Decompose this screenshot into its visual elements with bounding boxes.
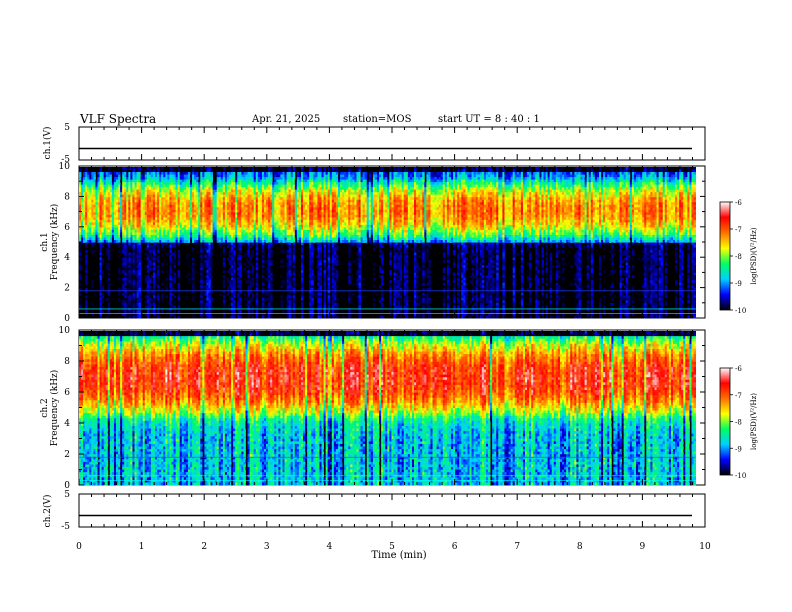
ch2-voltage-ytick-top: 5 xyxy=(64,490,70,500)
ch1-voltage-panel: 5 -5 ch.1(V) xyxy=(42,123,705,165)
frequency-tick-label: 4 xyxy=(64,419,70,429)
colorbar-tick-label: -10 xyxy=(735,307,746,315)
time-tick-label: 3 xyxy=(264,542,270,552)
colorbar-tick-label: -7 xyxy=(735,226,742,234)
colorbar-scale xyxy=(720,202,730,310)
ch1-colorbar: -6 -7 -8 -9 -10 log(PSD)(V²/Hz) xyxy=(720,199,758,315)
time-tick-label: 4 xyxy=(327,542,333,552)
colorbar-tick-label: -8 xyxy=(735,419,742,427)
frequency-tick-label: 10 xyxy=(59,162,71,172)
time-tick-label: 9 xyxy=(640,542,646,552)
time-tick-label: 2 xyxy=(201,542,207,552)
frequency-tick-label: 8 xyxy=(64,357,70,367)
frequency-tick-label: 2 xyxy=(64,450,70,460)
ch1-spectrogram-ylabel-frequency: Frequency (kHz) xyxy=(49,204,60,281)
colorbar-scale xyxy=(720,368,730,475)
time-tick-label: 7 xyxy=(514,542,520,552)
time-tick-label: 10 xyxy=(699,542,711,552)
ch1-voltage-ylabel: ch.1(V) xyxy=(42,127,53,160)
ch1-spectrogram-panel: 0 2 4 6 8 10 ch.1 Frequency (kHz) xyxy=(40,162,705,324)
colorbar-label: log(PSD)(V²/Hz) xyxy=(750,393,758,450)
ch1-spectrogram-ylabel-channel: ch.1 xyxy=(40,232,50,251)
colorbar-tick-label: -9 xyxy=(735,280,742,288)
ch2-spectrogram-ylabel-channel: ch.2 xyxy=(40,398,50,417)
time-tick-label: 6 xyxy=(452,542,458,552)
frequency-tick-label: 4 xyxy=(64,253,70,263)
colorbar-tick-label: -6 xyxy=(735,365,742,373)
ch1-voltage-ytick-top: 5 xyxy=(64,123,70,133)
frequency-tick-label: 10 xyxy=(59,326,71,336)
colorbar-label: log(PSD)(V²/Hz) xyxy=(750,227,758,284)
frequency-tick-label: 2 xyxy=(64,284,70,294)
ch2-spectrogram xyxy=(79,331,696,485)
colorbar-tick-label: -7 xyxy=(735,392,742,400)
ch1-spectrogram xyxy=(79,167,696,318)
colorbar-tick-label: -10 xyxy=(735,472,746,480)
ch2-colorbar: -6 -7 -8 -9 -10 log(PSD)(V²/Hz) xyxy=(720,365,758,480)
ch1-frequency-ticklabels: 0 2 4 6 8 10 xyxy=(59,162,71,324)
frequency-tick-label: 8 xyxy=(64,192,70,202)
ch2-spectrogram-ylabel-frequency: Frequency (kHz) xyxy=(49,370,60,447)
time-tick-label: 8 xyxy=(577,542,583,552)
frequency-tick-label: 0 xyxy=(64,314,70,324)
time-tick-label: 1 xyxy=(139,542,145,552)
frequency-tick-label: 6 xyxy=(64,223,70,233)
frequency-tick-label: 6 xyxy=(64,388,70,398)
colorbar-tick-label: -6 xyxy=(735,199,742,207)
ch2-voltage-ylabel: ch.2(V) xyxy=(42,495,53,528)
time-axis-label: Time (min) xyxy=(371,550,426,561)
ch2-voltage-ytick-bottom: -5 xyxy=(61,522,70,532)
time-tick-label: 0 xyxy=(76,542,82,552)
colorbar-tick-label: -9 xyxy=(735,445,742,453)
ch2-voltage-panel: 5 -5 ch.2(V) xyxy=(42,490,705,532)
colorbar-tick-label: -8 xyxy=(735,253,742,261)
